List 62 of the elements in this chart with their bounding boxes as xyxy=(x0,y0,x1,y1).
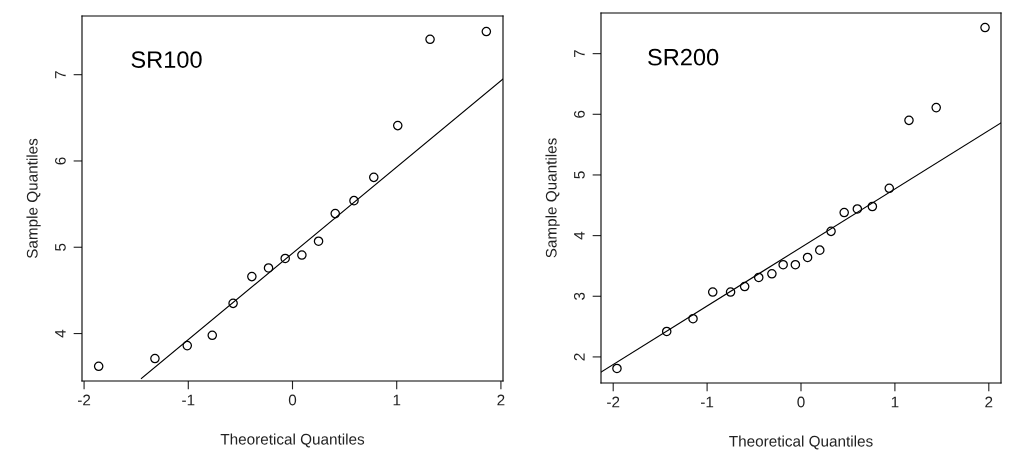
point xyxy=(814,245,825,255)
y-tick-label: 7 xyxy=(574,50,585,58)
x-tick-label: 0 xyxy=(288,394,297,406)
point xyxy=(425,34,435,45)
point xyxy=(182,340,193,351)
point xyxy=(93,361,104,372)
point xyxy=(297,250,307,260)
point xyxy=(778,259,788,270)
point xyxy=(867,201,878,212)
y-tick-label: 2 xyxy=(573,353,585,361)
x-tick-label: 2 xyxy=(985,396,993,408)
x-tick-label: 0 xyxy=(797,396,805,408)
x-tick-label: 1 xyxy=(393,394,401,406)
point xyxy=(349,195,359,206)
point xyxy=(612,363,622,374)
point xyxy=(802,252,813,263)
point xyxy=(980,22,990,33)
point xyxy=(263,263,274,273)
y-tick-label: 6 xyxy=(573,110,585,118)
point xyxy=(767,269,777,279)
point xyxy=(707,287,718,297)
y-tick-label: 6 xyxy=(54,157,66,165)
point xyxy=(725,287,736,297)
x-tick-label: 1 xyxy=(891,396,899,408)
y-tick-label: 5 xyxy=(55,243,66,251)
point xyxy=(228,298,238,309)
annotation: SR100 xyxy=(131,51,202,68)
x-axis-title: Theoretical Quantiles xyxy=(220,433,365,448)
point xyxy=(481,26,492,37)
point xyxy=(826,226,836,237)
point xyxy=(688,313,698,324)
point xyxy=(330,208,341,219)
y-tick-label: 3 xyxy=(573,292,585,300)
point xyxy=(753,272,764,283)
y-tick-label: 7 xyxy=(55,71,66,79)
point xyxy=(884,183,895,194)
point xyxy=(313,236,324,247)
annotation: SR200 xyxy=(648,48,719,66)
point xyxy=(661,326,672,337)
y-tick-label: 4 xyxy=(574,231,585,240)
x-tick-label: -2 xyxy=(77,394,91,406)
point xyxy=(280,253,290,264)
point xyxy=(852,204,863,214)
point xyxy=(739,281,750,292)
y-tick-label: 4 xyxy=(55,329,66,338)
point xyxy=(150,353,160,364)
x-tick-label: -1 xyxy=(700,396,714,408)
point xyxy=(247,271,257,282)
point xyxy=(904,115,914,126)
y-tick-label: 5 xyxy=(574,171,585,179)
x-tick-label: 2 xyxy=(497,394,505,406)
x-tick-label: -1 xyxy=(182,394,195,406)
x-axis-title: Theoretical Quantiles xyxy=(729,435,873,450)
point xyxy=(392,120,403,131)
x-tick-label: -2 xyxy=(607,396,620,408)
point xyxy=(790,259,801,270)
point xyxy=(207,330,218,341)
y-axis-title: Sample Quantiles xyxy=(545,138,560,258)
y-axis-title: Sample Quantiles xyxy=(26,138,41,259)
point xyxy=(839,207,849,218)
point xyxy=(931,102,942,113)
point xyxy=(368,172,379,183)
